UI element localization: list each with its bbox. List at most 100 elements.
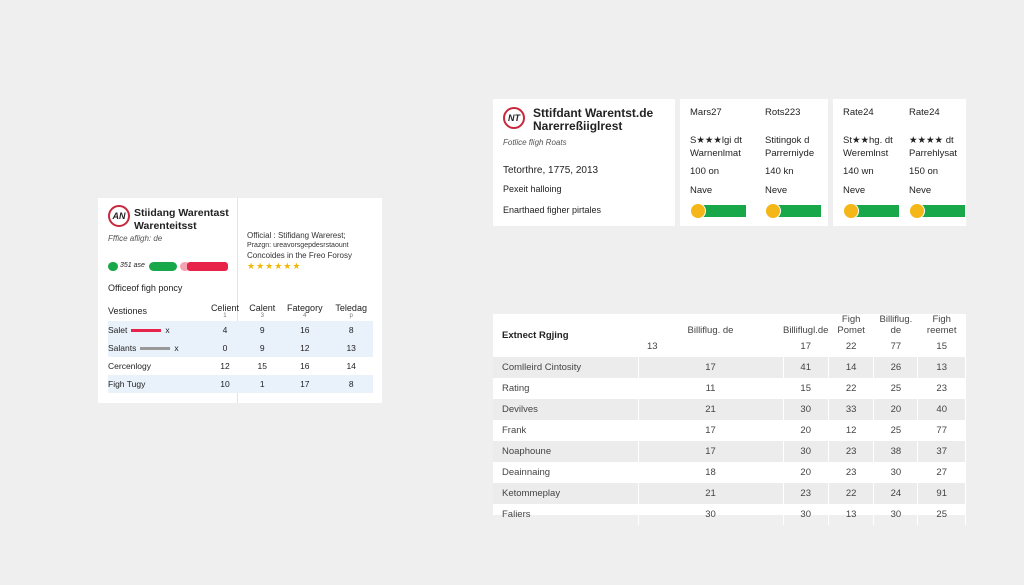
logo: AN xyxy=(108,205,130,227)
table-row: Rating 11 15 22 25 23 xyxy=(493,378,966,399)
cell: 4 xyxy=(222,325,228,335)
cell: 11 xyxy=(638,378,784,399)
title-line: Stiidang Warentast xyxy=(134,207,229,219)
cell: 30 xyxy=(783,441,829,462)
cell: 9 xyxy=(259,343,265,353)
red-pill xyxy=(187,262,228,271)
cell: 77 xyxy=(917,420,966,441)
table-row: Ketommeplay 21 23 22 24 91 xyxy=(493,483,966,504)
cell: 14 xyxy=(346,361,356,371)
cell: Cercenlogy xyxy=(108,361,151,371)
rating-status: Neve xyxy=(909,185,932,196)
rating-head: Rots223 xyxy=(765,107,801,118)
progress-bar xyxy=(690,203,746,219)
cell: 25 xyxy=(873,378,919,399)
title-line: Narerreßiiglrest xyxy=(533,119,623,133)
divider xyxy=(237,198,238,403)
cell: 22 xyxy=(828,483,875,504)
green-pill xyxy=(149,262,177,271)
cell: 8 xyxy=(348,325,354,335)
cell: 25 xyxy=(917,504,966,525)
cell: 16 xyxy=(300,325,310,335)
cell: 20 xyxy=(783,420,829,441)
cell: 24 xyxy=(873,483,919,504)
col-header: Fategory 4 xyxy=(287,303,323,319)
cell: 25 xyxy=(873,420,919,441)
cell: 17 xyxy=(783,336,829,357)
cell: 91 xyxy=(917,483,966,504)
cell: 13 xyxy=(917,357,966,378)
cell: 37 xyxy=(917,441,966,462)
card-title: Stiidang Warentast Warenteitsst xyxy=(134,207,229,233)
cell: 13 xyxy=(828,504,875,525)
top-card: NT Sttifdant Warentst.de Narerreßiiglrest… xyxy=(493,99,675,226)
rating-sub: Parrehlysat xyxy=(909,148,958,159)
table-row: Noaphoune 17 30 23 38 37 xyxy=(493,441,966,462)
rating-head: Rate24 xyxy=(909,107,940,118)
right-line: Concoides in the Freo Forosy xyxy=(247,251,352,260)
cell: 1 xyxy=(259,379,265,389)
cell: 21 xyxy=(638,399,784,420)
close-icon[interactable]: x xyxy=(174,343,179,353)
col-header: Billiflugl.de xyxy=(783,325,829,336)
table-row: Devilves 21 30 33 20 40 xyxy=(493,399,966,420)
cell: 21 xyxy=(638,483,784,504)
progress-knob xyxy=(909,203,925,219)
rating-rating: St★★hg. dt xyxy=(843,135,893,146)
logo: NT xyxy=(503,107,525,129)
rating-head: Mars27 xyxy=(690,107,722,118)
close-icon[interactable]: x xyxy=(165,325,170,335)
cell: Faliers xyxy=(493,504,639,525)
legend-line xyxy=(140,347,171,351)
legend-line xyxy=(131,329,162,333)
cell: 18 xyxy=(638,462,784,483)
cell: 15 xyxy=(257,361,268,371)
table-title: Extnect Rgjing xyxy=(502,330,569,341)
cell: 0 xyxy=(222,343,228,353)
rating-status: Neve xyxy=(843,185,866,196)
star-rating: ★★★★★★ xyxy=(247,261,302,271)
progress-knob xyxy=(765,203,781,219)
col-header: Billiflug. de xyxy=(687,325,734,336)
pink-pill xyxy=(180,262,190,271)
table-row: Frank 17 20 12 25 77 xyxy=(493,420,966,441)
rating-dist: 140 wn xyxy=(843,166,874,177)
cell: 12 xyxy=(828,420,875,441)
cell: 12 xyxy=(300,343,310,353)
cell: 20 xyxy=(783,462,829,483)
cell: 30 xyxy=(873,504,919,525)
cell: 16 xyxy=(300,361,310,371)
rating-dist: 140 kn xyxy=(765,166,794,177)
rating-rating: Stitingok d xyxy=(765,135,810,146)
left-table: Vestiones Celient 1 Calent 3 Fategory 4 Tel… xyxy=(108,303,373,393)
table-row: Salants x 0 9 12 13 xyxy=(108,339,373,357)
col-header: Figh Pomet xyxy=(837,314,865,336)
cell: 38 xyxy=(873,441,919,462)
cell: Ketommeplay xyxy=(493,483,639,504)
cell: 33 xyxy=(828,399,875,420)
progress-knob xyxy=(843,203,859,219)
progress-bar xyxy=(765,203,821,219)
cell: 8 xyxy=(348,379,354,389)
cell: 22 xyxy=(828,378,875,399)
col-header: Billiflug. de xyxy=(879,314,913,336)
cell: 77 xyxy=(873,336,919,357)
cell: 13 xyxy=(638,336,784,357)
cell: 22 xyxy=(828,336,875,357)
cell: 17 xyxy=(300,379,310,389)
col-header: Figh reemet xyxy=(926,314,957,336)
table-row: Faliers 30 30 13 30 25 xyxy=(493,504,966,525)
cell: 40 xyxy=(917,399,966,420)
rating-status: Nave xyxy=(690,185,713,196)
left-card: AN Stiidang Warentast Warenteitsst Fffice… xyxy=(98,198,382,403)
pill-label: 351 ase xyxy=(120,262,145,269)
rating-dist: 150 on xyxy=(909,166,939,177)
cell: 20 xyxy=(873,399,919,420)
cell: 27 xyxy=(917,462,966,483)
cell: 17 xyxy=(638,357,784,378)
cell: Deainnaing xyxy=(493,462,639,483)
cell: 30 xyxy=(783,504,829,525)
cell: 26 xyxy=(873,357,919,378)
rating-sub: Parrerniyde xyxy=(765,148,815,159)
cell: 41 xyxy=(783,357,829,378)
